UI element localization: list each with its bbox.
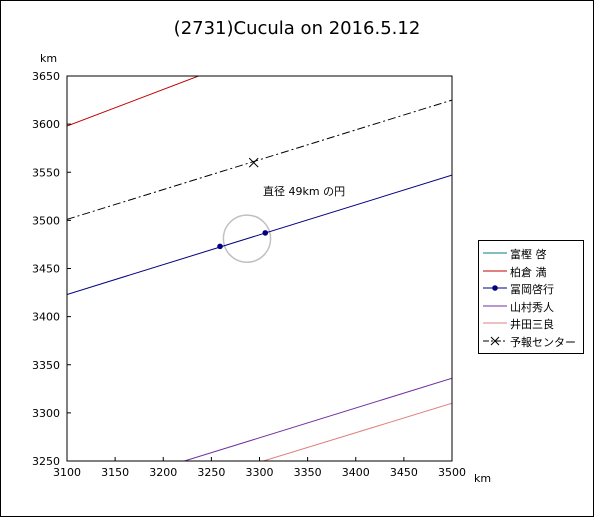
plot-border [66, 75, 453, 462]
x-tick-label: 3250 [197, 466, 225, 479]
x-tick-label: 3450 [390, 466, 418, 479]
y-axis-label: km [40, 52, 58, 65]
legend-item: 富樫 啓 [479, 245, 583, 261]
x-tick-label: 3300 [246, 466, 274, 479]
legend-swatch [483, 252, 507, 254]
legend-label: 柏倉 満 [510, 265, 547, 279]
legend: 富樫 啓柏倉 満冨岡啓行山村秀人井田三良予報センター [478, 240, 584, 354]
x-tick-label: 3350 [294, 466, 322, 479]
legend-swatch [483, 305, 507, 306]
series-line-4 [263, 402, 452, 461]
y-tick-label: 3400 [32, 311, 60, 324]
legend-label: 予報センター [510, 335, 576, 349]
legend-item: 予報センター [479, 333, 583, 349]
legend-label: 山村秀人 [510, 300, 554, 314]
series-layer [67, 76, 452, 461]
series-line-1 [67, 76, 200, 127]
y-tick-label: 3250 [32, 455, 60, 468]
series-marker-2-1 [262, 230, 269, 236]
legend-swatch [483, 336, 507, 345]
y-tick-label: 3650 [32, 70, 60, 83]
legend-label: 富樫 啓 [510, 248, 547, 261]
y-tick-label: 3550 [32, 166, 60, 179]
legend-item: 冨岡啓行 [479, 280, 583, 296]
series-line-2 [67, 174, 452, 295]
x-tick-label: 3400 [342, 466, 370, 479]
circle-annotation: 直径 49km の円 [263, 185, 346, 198]
legend-swatch [483, 270, 507, 271]
chart-title: (2731)Cucula on 2016.5.12 [173, 18, 421, 39]
legend-swatch [483, 285, 507, 291]
x-tick-label: 3500 [438, 466, 466, 479]
x-tick-label: 3100 [53, 466, 81, 479]
y-tick-label: 3350 [32, 359, 60, 372]
legend-label: 冨岡啓行 [510, 283, 554, 296]
legend-item: 山村秀人 [479, 298, 583, 314]
y-tick-label: 3500 [32, 214, 60, 227]
legend-swatch [483, 322, 507, 324]
series-line-3 [184, 377, 452, 461]
x-tick-label: 3150 [101, 466, 129, 479]
diameter-circle [222, 214, 272, 263]
x-axis-label: km [474, 472, 492, 485]
tick-layer: 3100 3150 3200 3250 3300 3350 3400 3450 3500 3650… [32, 70, 466, 479]
series-line-5 [67, 99, 452, 220]
y-tick-label: 3300 [32, 407, 60, 420]
series-marker-2-0 [217, 243, 223, 250]
legend-label: 井田三良 [510, 318, 554, 331]
legend-item: 井田三良 [479, 315, 583, 331]
series-marker-5-0 [248, 157, 259, 168]
x-tick-label: 3200 [149, 466, 177, 479]
y-tick-label: 3450 [32, 263, 60, 276]
legend-item: 柏倉 満 [479, 263, 583, 279]
y-tick-label: 3600 [32, 118, 60, 131]
